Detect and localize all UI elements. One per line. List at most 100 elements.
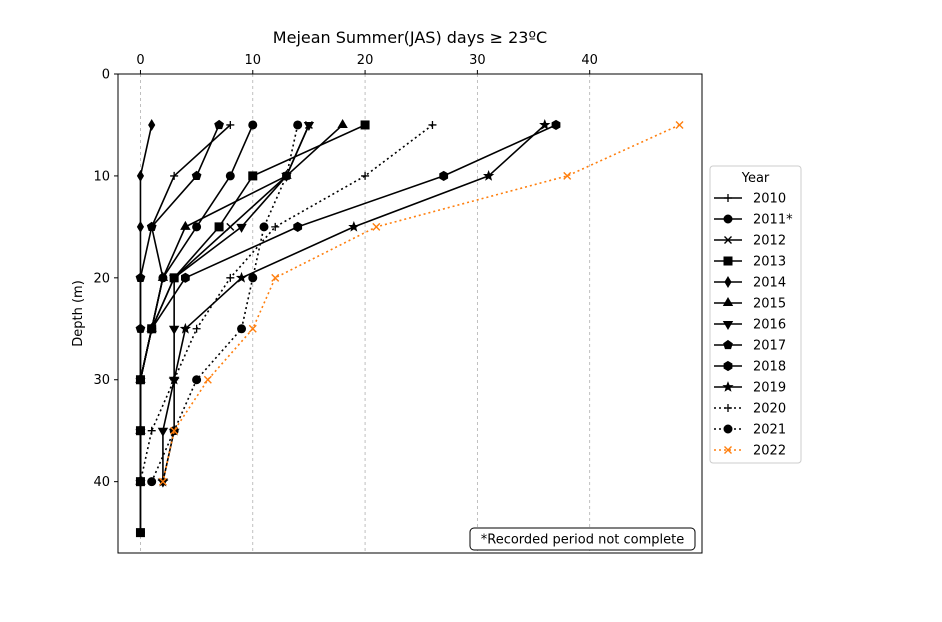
data-point xyxy=(303,121,315,131)
legend-marker xyxy=(723,214,733,224)
legend-marker xyxy=(723,360,733,372)
data-point xyxy=(271,222,280,231)
x-tick-label: 40 xyxy=(581,53,598,68)
data-point xyxy=(147,323,157,334)
legend-label: 2019 xyxy=(753,381,786,396)
legend-entry: 2017 xyxy=(714,339,786,354)
legend-label: 2015 xyxy=(753,297,786,312)
legend-label: 2013 xyxy=(753,255,786,270)
data-point xyxy=(259,222,269,232)
series-2018 xyxy=(136,119,561,487)
data-point xyxy=(482,169,495,181)
series-2021 xyxy=(147,120,303,487)
data-point xyxy=(136,425,145,436)
legend-entry: 2019 xyxy=(714,381,786,396)
data-point xyxy=(157,271,169,281)
series-line xyxy=(162,124,680,482)
legend-title: Year xyxy=(741,171,770,186)
series-2015 xyxy=(135,118,348,485)
legend-entry: 2018 xyxy=(714,360,786,375)
data-point xyxy=(226,222,235,231)
data-point xyxy=(226,273,235,282)
legend-marker xyxy=(722,296,734,306)
data-point xyxy=(136,374,145,385)
data-point xyxy=(563,171,572,180)
legend-entry: 2021 xyxy=(714,423,786,438)
legend-label: 2022 xyxy=(753,444,786,459)
data-point xyxy=(551,119,561,131)
data-point xyxy=(179,322,192,334)
data-point xyxy=(237,324,247,334)
legend-frame xyxy=(709,165,802,464)
data-point xyxy=(170,171,179,180)
annotation-text: *Recorded period not complete xyxy=(481,533,685,548)
legend-label: 2011* xyxy=(753,213,793,228)
data-point xyxy=(192,324,201,333)
series-line xyxy=(150,124,299,482)
data-point xyxy=(360,120,370,130)
data-point xyxy=(539,119,551,130)
series-line xyxy=(162,124,310,482)
legend-entry: 2015 xyxy=(714,297,786,312)
data-point xyxy=(136,220,145,233)
plot-series xyxy=(135,118,684,538)
legend-label: 2016 xyxy=(753,318,786,333)
axes: 0 10 20 30 40 0 10 20 30 40 xyxy=(93,53,598,490)
data-point xyxy=(235,271,248,283)
data-point xyxy=(439,170,449,181)
data-point xyxy=(226,120,235,129)
legend-entry: 2013 xyxy=(714,255,786,270)
y-tick-label: 0 xyxy=(102,68,110,83)
legend-marker xyxy=(724,446,732,454)
data-point xyxy=(225,171,235,181)
data-point xyxy=(271,273,280,282)
legend-entry: 2022 xyxy=(714,444,786,459)
data-point xyxy=(168,325,180,335)
data-point xyxy=(293,221,303,232)
data-point xyxy=(248,324,257,333)
legend-label: 2012 xyxy=(753,234,786,249)
legend-marker xyxy=(724,194,732,202)
data-point xyxy=(136,169,145,182)
legend-marker xyxy=(723,424,733,434)
legend-label: 2018 xyxy=(753,360,786,375)
data-point xyxy=(136,477,145,486)
x-tick-label: 0 xyxy=(136,53,144,68)
y-tick-label: 40 xyxy=(93,475,110,490)
annotation-box: *Recorded period not complete xyxy=(469,527,696,551)
data-point xyxy=(157,427,169,437)
legend-entry: 2020 xyxy=(714,402,786,417)
data-point xyxy=(135,528,145,538)
legend-marker xyxy=(723,256,733,266)
data-point xyxy=(236,223,247,233)
data-point xyxy=(248,171,258,181)
data-point xyxy=(168,274,180,284)
legend-label: 2010 xyxy=(753,192,786,207)
data-point xyxy=(170,426,179,435)
legend-entry: 2012 xyxy=(714,234,786,249)
data-point xyxy=(214,222,224,232)
series-2020 xyxy=(136,120,437,486)
legend-entry: 2011* xyxy=(714,213,793,228)
data-point xyxy=(192,375,202,385)
x-tick-label: 10 xyxy=(244,53,261,68)
legend-label: 2020 xyxy=(753,402,786,417)
data-point xyxy=(281,171,291,181)
data-point xyxy=(361,171,370,180)
legend-label: 2021 xyxy=(753,423,786,438)
legend-entry: 2014 xyxy=(714,276,786,291)
x-tick-label: 30 xyxy=(469,53,486,68)
data-point xyxy=(146,221,157,232)
data-point xyxy=(428,120,437,129)
legend-marker xyxy=(724,404,732,412)
series-2022 xyxy=(158,120,684,486)
data-point xyxy=(675,120,684,129)
series-2019 xyxy=(157,119,551,487)
data-point xyxy=(192,222,202,232)
data-point xyxy=(214,119,224,130)
y-axis-label: Depth (m) xyxy=(71,280,86,347)
legend-marker xyxy=(724,276,732,288)
data-point xyxy=(180,220,191,230)
data-point xyxy=(203,375,212,384)
